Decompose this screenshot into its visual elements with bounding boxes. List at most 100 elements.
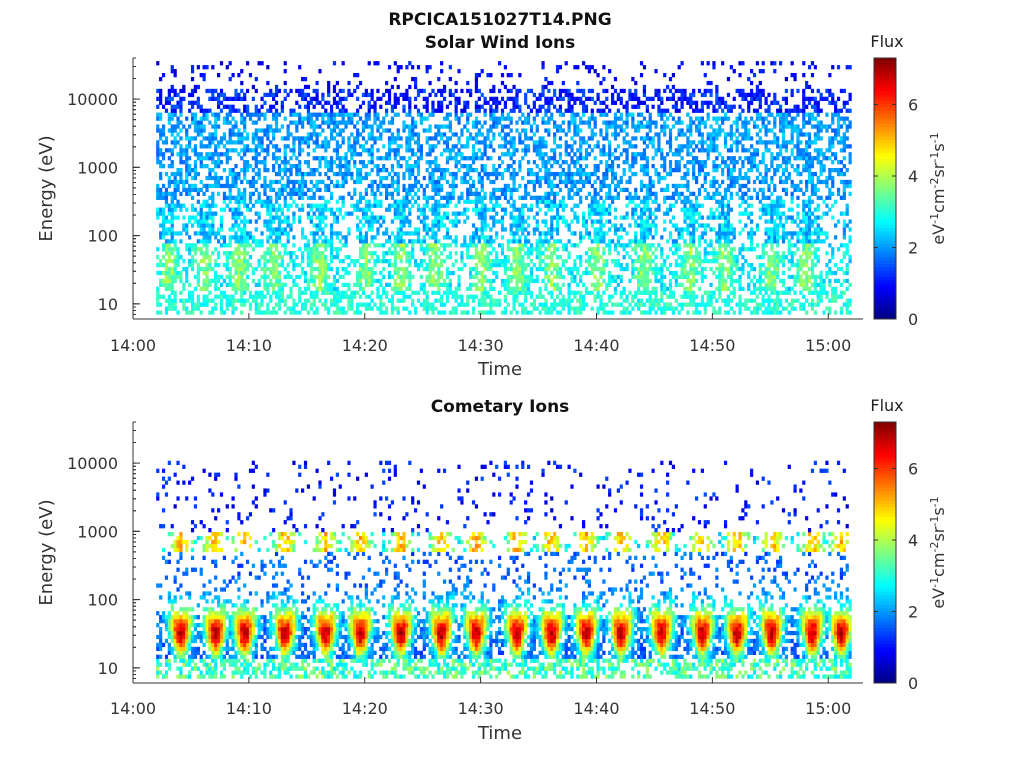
heatmap-cell (208, 227, 212, 232)
heatmap-cell (222, 278, 226, 284)
heatmap-cell (448, 148, 452, 153)
heatmap-cell (390, 203, 395, 208)
heatmap-cell (283, 215, 287, 220)
heatmap-cell (228, 104, 232, 109)
heatmap-cell (211, 306, 215, 311)
heatmap-cell (269, 199, 273, 204)
heatmap-cell (425, 104, 429, 109)
heatmap-cell (469, 235, 473, 240)
heatmap-cell (477, 191, 481, 196)
heatmap-cell (353, 112, 357, 117)
heatmap-cell (602, 120, 606, 125)
heatmap-cell (416, 148, 421, 153)
heatmap-cell (263, 199, 267, 204)
heatmap-cell (471, 120, 476, 125)
heatmap-cell (567, 187, 571, 193)
heatmap-cell (376, 171, 380, 177)
heatmap-cell (613, 136, 618, 141)
heatmap-cell (628, 179, 632, 185)
heatmap-cell (338, 128, 342, 133)
heatmap-cell (495, 211, 499, 216)
heatmap-cell (608, 211, 612, 216)
heatmap-cell (164, 195, 169, 200)
heatmap-cell (393, 203, 397, 208)
heatmap-cell (405, 251, 409, 256)
heatmap-cell (492, 120, 496, 125)
heatmap-cell (364, 274, 368, 280)
heatmap-cell (431, 195, 435, 200)
heatmap-cell (367, 100, 371, 105)
heatmap-cell (602, 203, 606, 208)
heatmap-cell (364, 278, 368, 284)
heatmap-cell (538, 235, 542, 240)
heatmap-cell (266, 247, 270, 252)
heatmap-cell (480, 270, 484, 276)
heatmap-cell (590, 195, 594, 200)
heatmap-cell (500, 247, 505, 252)
heatmap-cell (547, 156, 551, 161)
heatmap-cell (402, 124, 406, 129)
heatmap-cell (431, 187, 435, 193)
heatmap-cell (431, 243, 435, 248)
heatmap-cell (193, 120, 198, 125)
heatmap-cell (385, 183, 389, 189)
heatmap-cell (521, 211, 525, 216)
heatmap-cell (596, 207, 600, 212)
heatmap-cell (356, 203, 360, 208)
heatmap-cell (541, 65, 545, 70)
heatmap-cell (170, 215, 174, 220)
heatmap-cell (382, 302, 386, 307)
heatmap-cell (156, 247, 160, 252)
heatmap-cell (173, 298, 177, 303)
heatmap-cell (338, 96, 342, 101)
heatmap-cell (419, 302, 423, 307)
heatmap-cell (532, 298, 536, 303)
heatmap-cell (199, 310, 203, 315)
heatmap-cell (399, 223, 403, 228)
heatmap-cell (269, 207, 273, 212)
heatmap-cell (298, 286, 302, 291)
heatmap-cell (535, 195, 539, 200)
heatmap-cell (480, 215, 484, 220)
heatmap-cell (344, 156, 348, 161)
heatmap-cell (161, 278, 166, 284)
heatmap-cell (211, 203, 215, 208)
heatmap-cell (471, 243, 476, 248)
heatmap-cell (358, 302, 363, 307)
heatmap-cell (269, 104, 273, 109)
heatmap-cell (231, 171, 235, 177)
heatmap-cell (593, 259, 597, 264)
heatmap-cell (350, 152, 354, 157)
heatmap-cell (156, 294, 160, 299)
heatmap-cell (445, 290, 450, 295)
heatmap-cell (454, 290, 458, 295)
heatmap-cell (590, 199, 594, 204)
heatmap-cell (451, 310, 455, 315)
heatmap-cell (393, 100, 397, 105)
heatmap-cell (529, 294, 534, 299)
heatmap-cell (225, 160, 229, 165)
heatmap-cell (437, 175, 441, 181)
heatmap-cell (347, 294, 351, 299)
heatmap-cell (506, 302, 510, 307)
heatmap-cell (286, 294, 290, 299)
heatmap-cell (327, 116, 331, 121)
heatmap-cell (211, 92, 215, 98)
heatmap-cell (277, 298, 282, 303)
heatmap-cell (480, 219, 484, 224)
heatmap-cell (521, 219, 525, 224)
heatmap-cell (164, 239, 169, 244)
heatmap-cell (489, 282, 493, 288)
heatmap-cell (582, 211, 586, 216)
heatmap-cell (567, 255, 571, 260)
heatmap-cell (292, 187, 296, 193)
heatmap-cell (500, 116, 505, 121)
heatmap-cell (228, 96, 232, 101)
heatmap-cell (422, 128, 426, 133)
heatmap-cell (448, 112, 452, 117)
heatmap-cell (176, 199, 180, 204)
heatmap-cell (274, 92, 279, 98)
heatmap-cell (587, 211, 591, 216)
heatmap-cell (532, 215, 536, 220)
heatmap-cell (257, 243, 261, 248)
